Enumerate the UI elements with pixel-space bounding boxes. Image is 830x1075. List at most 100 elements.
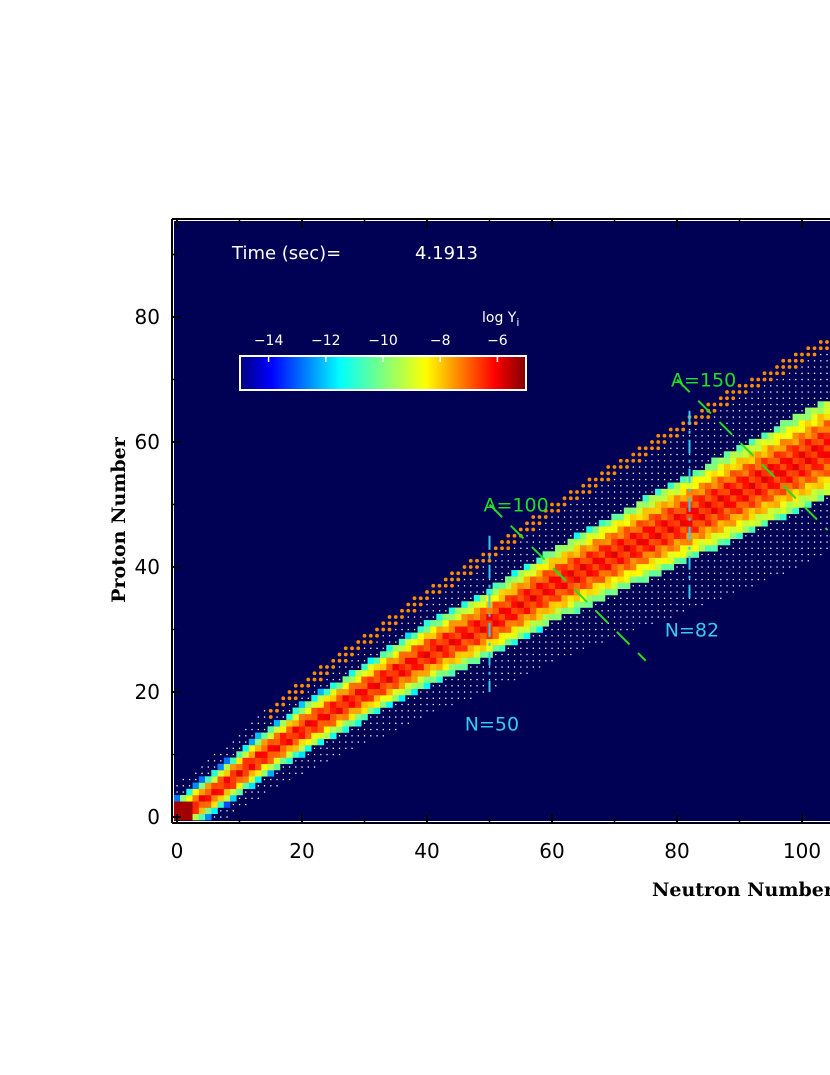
abundance-cell [473,620,481,627]
abundance-cell [805,482,812,490]
stable-nucleus-marker [318,671,323,676]
abundance-cell [542,551,550,558]
network-dot [570,535,572,537]
network-dot [557,516,559,518]
abundance-cell [548,557,556,565]
abundance-cell [661,507,668,515]
abundance-cell [642,495,650,502]
abundance-cell [580,563,587,571]
abundance-cell [780,488,787,496]
abundance-cell [636,551,643,558]
x-axis-title: Neutron Number [652,879,830,901]
network-dot [545,653,547,656]
abundance-cell [567,563,575,571]
abundance-cell [330,713,337,721]
network-dot [520,566,522,568]
abundance-cell [511,613,518,621]
abundance-cell [773,476,781,483]
abundance-cell [780,445,787,452]
abundance-cell [717,520,725,527]
abundance-cell [667,488,675,496]
abundance-cell [511,638,518,646]
network-dot [738,435,741,437]
network-dot [745,572,747,574]
abundance-cell [798,463,806,471]
abundance-cell [598,545,606,552]
network-dot [757,541,759,543]
network-dot [357,653,359,656]
abundance-cell [592,576,600,583]
network-dot [351,666,353,668]
abundance-cell [761,451,768,458]
network-dot [701,560,703,562]
network-dot [207,772,209,774]
network-dot [826,541,828,543]
network-dot [563,622,566,624]
network-dot [526,660,528,662]
network-dot [588,503,591,506]
abundance-cell [448,657,456,665]
abundance-cell [323,720,331,727]
network-dot [651,485,653,487]
network-dot [757,560,759,562]
network-dot [582,641,584,643]
abundance-cell [598,551,606,558]
stable-nucleus-marker [643,446,648,451]
abundance-cell [442,620,450,627]
network-dot [501,566,503,568]
network-dot [657,597,659,599]
annotation-label: A=150 [671,370,736,392]
network-dot [676,453,678,456]
abundance-cell [498,632,506,640]
abundance-cell [480,626,487,633]
abundance-cell [817,482,825,490]
abundance-cell [673,520,681,527]
abundance-cell [561,601,568,608]
network-dot [726,416,728,418]
stable-nucleus-marker [568,490,573,494]
network-dot [751,553,753,556]
abundance-cell [461,638,468,646]
stable-nucleus-marker [587,483,592,488]
network-dot [795,385,797,387]
abundance-cell [711,470,718,477]
network-dot [601,491,603,493]
abundance-cell [192,801,200,808]
network-dot [701,585,703,587]
abundance-cell [373,676,381,683]
network-dot [663,466,666,468]
network-dot [426,697,428,699]
network-dot [770,410,772,412]
abundance-cell [523,588,531,596]
stable-nucleus-marker [287,696,292,701]
abundance-cell [405,651,412,658]
network-dot [520,547,522,549]
abundance-cell [592,557,600,565]
abundance-cell [811,451,818,458]
abundance-cell [492,595,500,602]
abundance-cell [798,426,806,433]
abundance-cell [230,782,237,790]
stable-nucleus-marker [400,608,404,613]
abundance-cell [442,651,450,658]
network-dot [638,478,641,481]
network-dot [638,603,641,606]
abundance-cell [355,688,362,696]
abundance-cell [642,526,650,533]
network-dot [457,685,459,687]
abundance-cell [236,763,243,771]
abundance-cell [661,551,668,558]
network-dot [776,385,778,387]
network-dot [670,460,672,462]
network-dot [601,603,603,606]
abundance-cell [492,613,500,621]
abundance-cell [817,432,825,440]
abundance-cell [536,588,543,596]
network-dot [407,703,409,706]
network-dot [620,591,622,593]
network-dot [601,610,603,612]
abundance-cell [586,557,593,565]
abundance-cell [730,457,737,465]
stable-nucleus-marker [675,427,679,432]
